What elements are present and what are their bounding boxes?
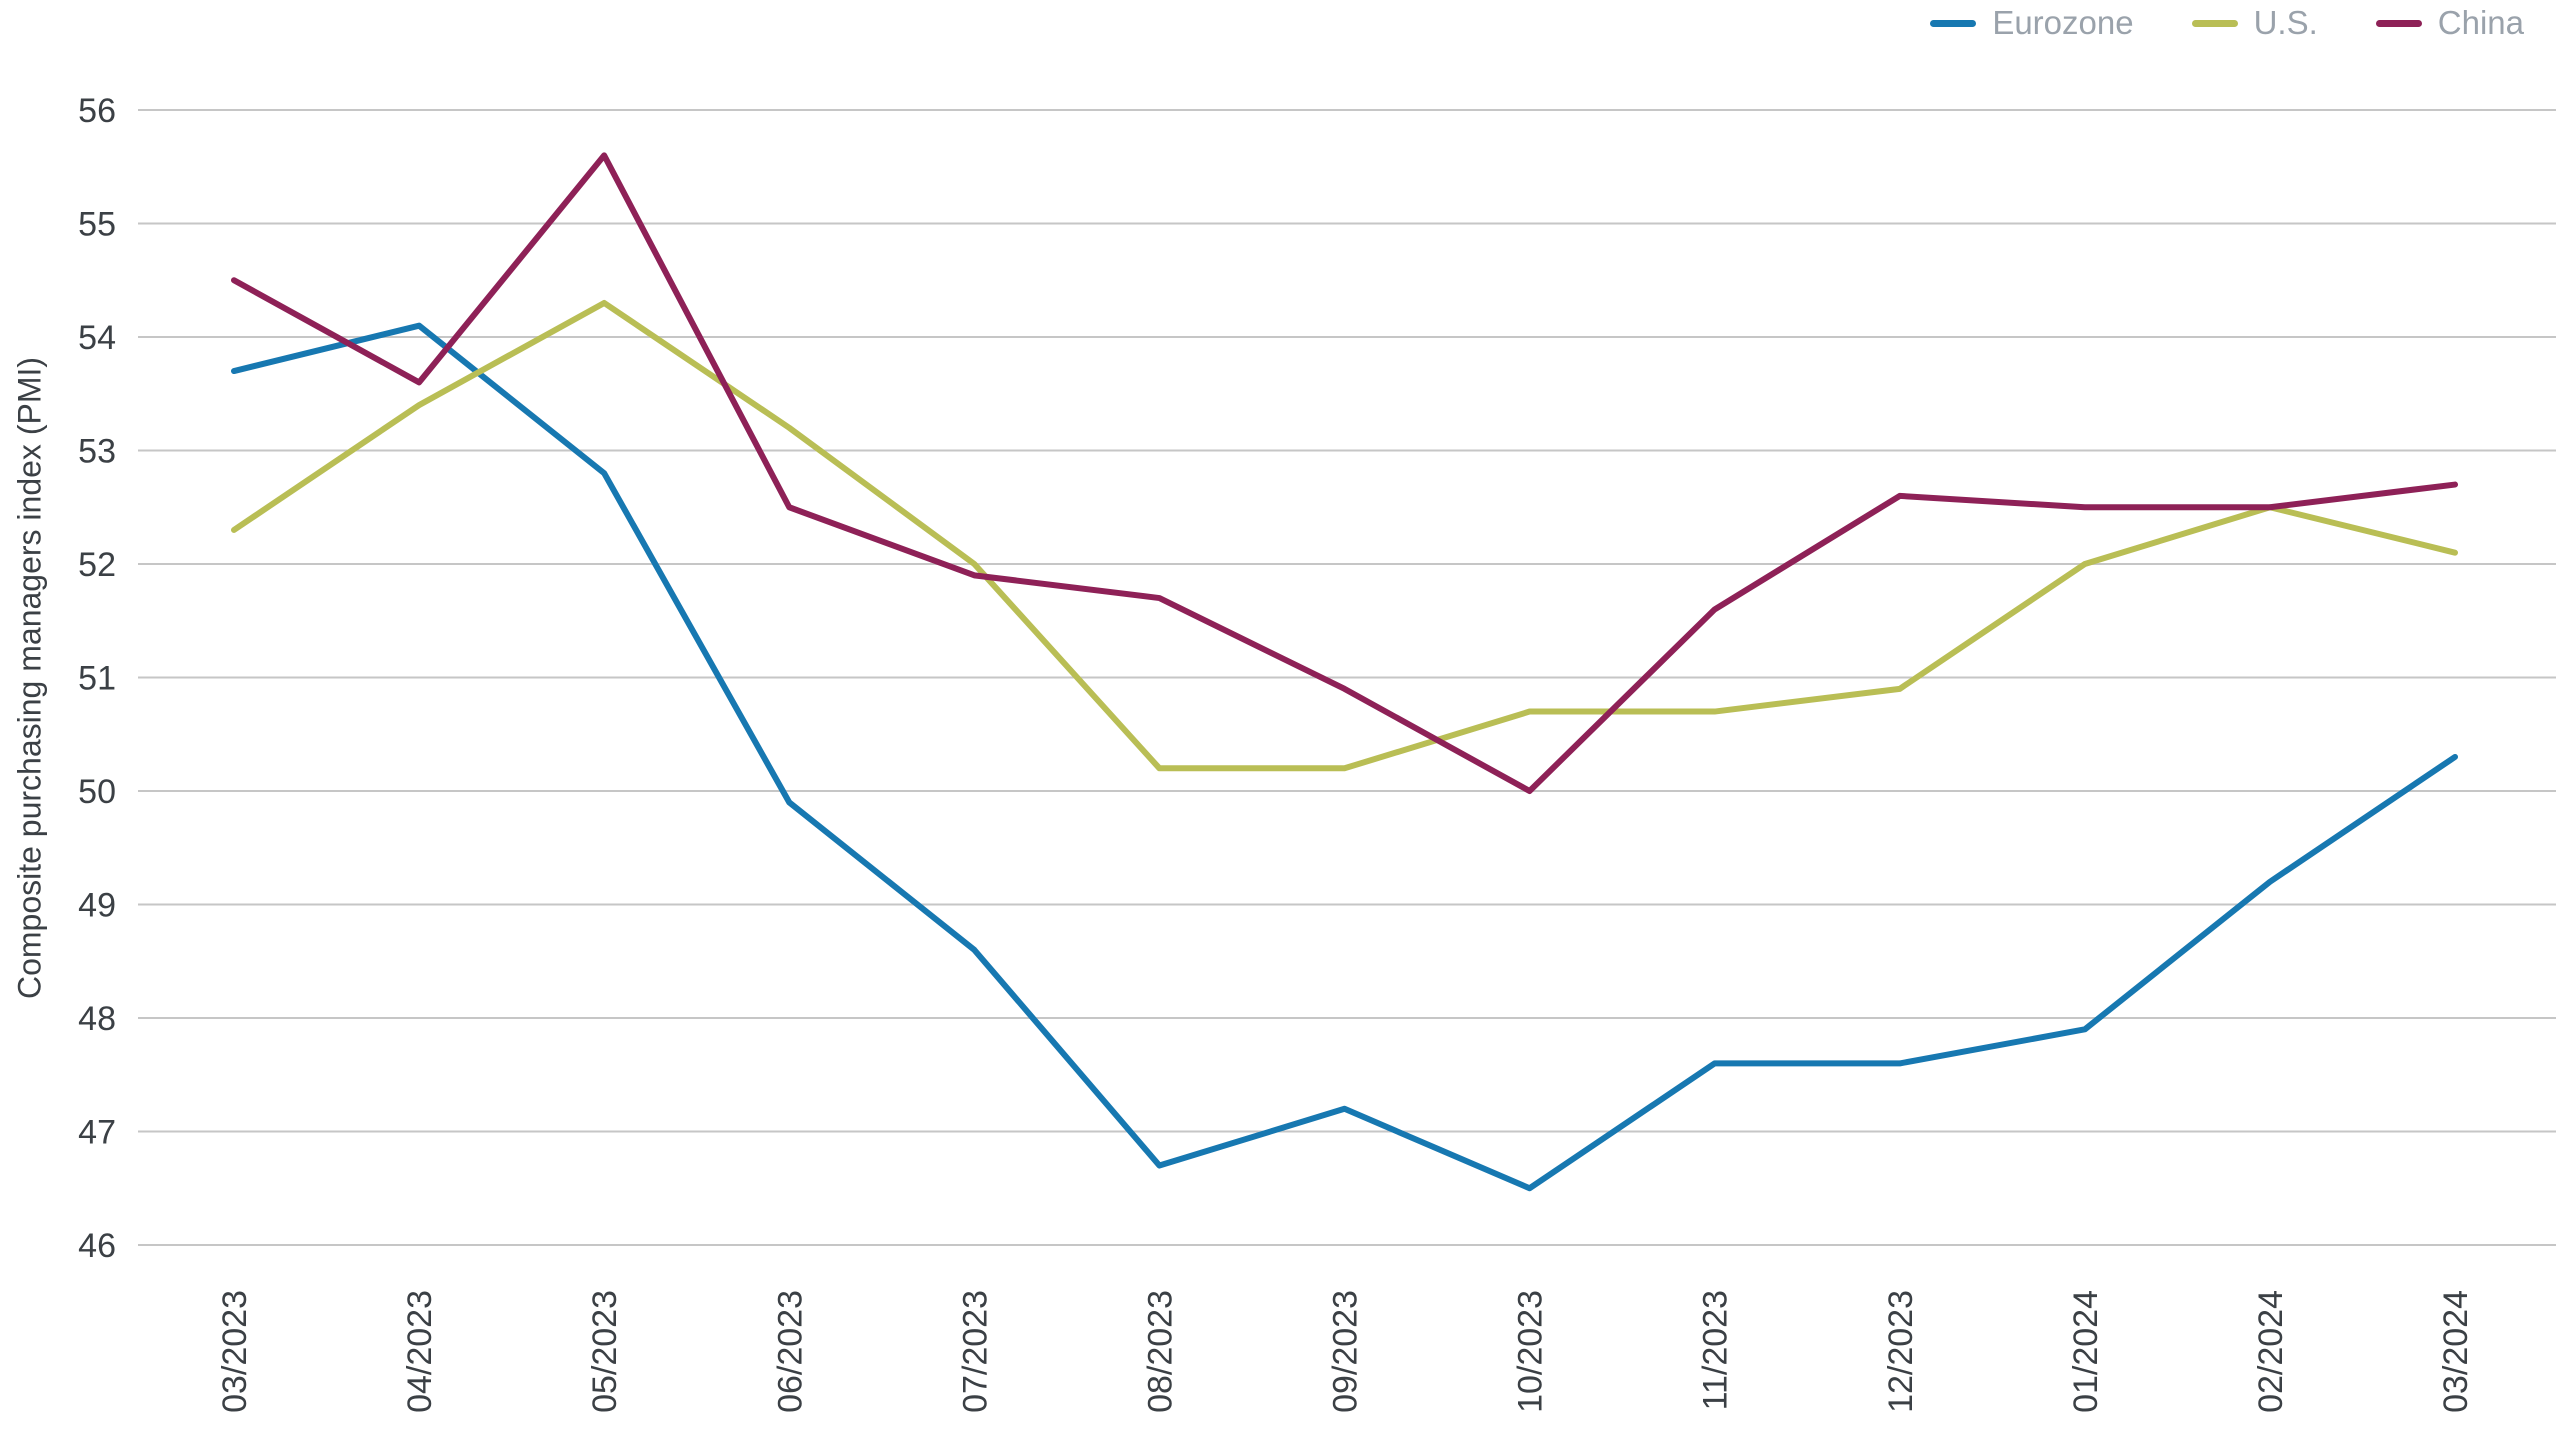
legend-item-eurozone[interactable]: Eurozone — [1930, 4, 2134, 42]
x-tick-label: 08/2023 — [1141, 1290, 1179, 1413]
legend-label-u-s: U.S. — [2253, 4, 2318, 41]
y-tick-label: 51 — [78, 660, 116, 698]
x-tick-label: 11/2023 — [1697, 1290, 1735, 1410]
legend-swatch-eurozone — [1930, 19, 1977, 27]
legend-swatch-u-s — [2191, 19, 2238, 27]
x-tick-label: 03/2023 — [216, 1290, 254, 1413]
y-tick-label: 56 — [78, 92, 116, 130]
x-tick-label: 09/2023 — [1327, 1290, 1365, 1413]
legend: Eurozone U.S. China — [1930, 4, 2524, 42]
legend-label-china: China — [2437, 4, 2524, 41]
x-tick-label: 10/2023 — [1512, 1290, 1550, 1413]
legend-item-u-s[interactable]: U.S. — [2191, 4, 2318, 42]
x-tick-label: 02/2024 — [2252, 1290, 2290, 1413]
x-tick-label: 04/2023 — [401, 1290, 439, 1413]
x-tick-label: 05/2023 — [586, 1290, 624, 1413]
y-tick-label: 54 — [78, 319, 116, 357]
x-tick-label: 03/2024 — [2437, 1290, 2475, 1413]
y-tick-label: 46 — [78, 1227, 116, 1265]
x-tick-label: 06/2023 — [771, 1290, 809, 1413]
series-line-eurozone — [231, 322, 2458, 1192]
legend-label-eurozone: Eurozone — [1992, 4, 2134, 41]
y-tick-label: 49 — [78, 887, 116, 925]
y-tick-label: 52 — [78, 546, 116, 584]
x-tick-label: 12/2023 — [1882, 1290, 1920, 1413]
legend-item-china[interactable]: China — [2375, 4, 2524, 42]
y-tick-label: 48 — [78, 1000, 116, 1038]
y-axis-title: Composite purchasing managers index (PMI… — [11, 356, 48, 1000]
x-tick-label: 07/2023 — [956, 1290, 994, 1413]
y-tick-label: 50 — [78, 773, 116, 811]
legend-swatch-china — [2375, 19, 2422, 27]
y-tick-label: 53 — [78, 433, 116, 471]
series-line-china — [231, 152, 2458, 794]
x-tick-label: 01/2024 — [2067, 1290, 2105, 1413]
y-tick-label: 55 — [78, 206, 116, 244]
y-tick-label: 47 — [78, 1114, 116, 1152]
series-line-u-s — [231, 299, 2458, 772]
